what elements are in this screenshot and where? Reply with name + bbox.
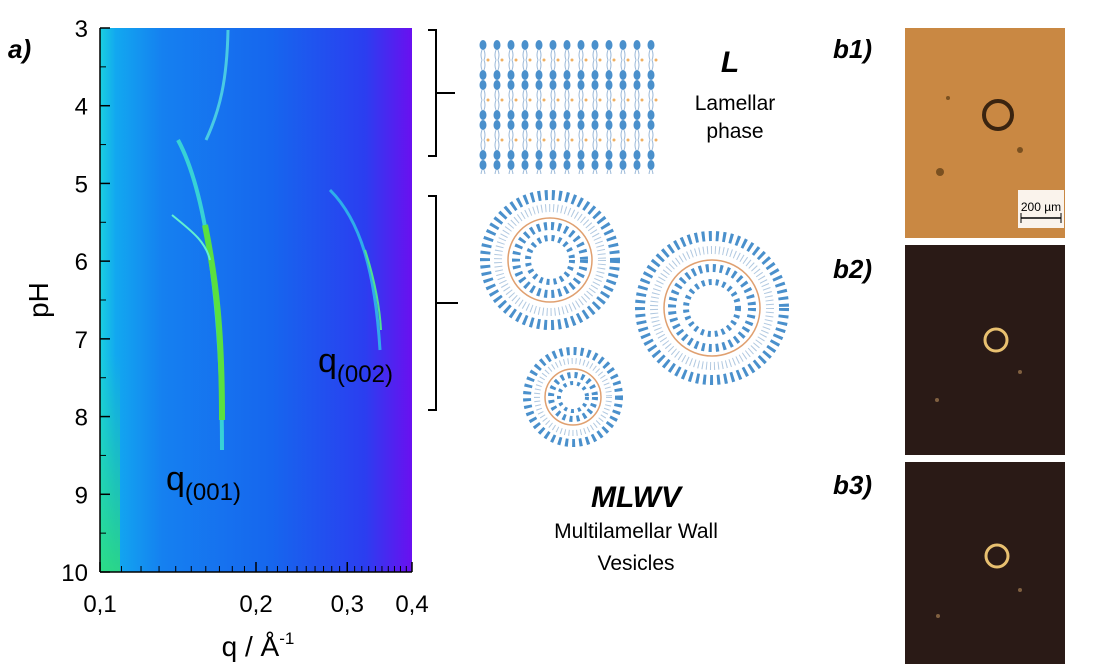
annotation-sub: (002) xyxy=(337,361,393,388)
x-axis-label-main: q / Å xyxy=(222,631,280,662)
vesicle-diagram xyxy=(480,190,789,447)
annotation-text: q xyxy=(318,342,337,380)
y-tick-label: 8 xyxy=(75,405,88,432)
x-tick-label: 0,1 xyxy=(83,591,116,618)
micrograph xyxy=(905,245,1065,455)
y-tick-label: 3 xyxy=(75,16,88,43)
phase-name: MLWV xyxy=(591,481,684,514)
y-axis-label: pH xyxy=(23,282,54,318)
y-tick-label: 4 xyxy=(75,94,88,121)
x-axis-label-sup: -1 xyxy=(279,629,294,648)
phase-description: Vesicles xyxy=(597,552,674,575)
y-tick-label: 7 xyxy=(75,327,88,354)
y-tick-label: 6 xyxy=(75,249,88,276)
micrograph xyxy=(905,462,1065,664)
x-tick-label: 0,2 xyxy=(239,591,272,618)
scale-bar-label: 200 µm xyxy=(1021,200,1061,214)
phase-name: L xyxy=(721,46,739,79)
y-tick-label: 9 xyxy=(75,482,88,509)
panel-label: b3) xyxy=(833,470,872,500)
panel-label: b1) xyxy=(833,34,872,64)
x-axis-label: q / Å-1 xyxy=(222,629,295,662)
phase-description: phase xyxy=(706,120,763,143)
annotation-sub: (001) xyxy=(185,479,241,506)
micrograph: 200 µm xyxy=(905,28,1065,238)
lamellar-diagram xyxy=(478,40,660,174)
x-tick-label: 0,3 xyxy=(331,591,364,618)
annotation: q(001) xyxy=(166,460,241,506)
heatmap xyxy=(100,28,412,572)
phase-description: Multilamellar Wall xyxy=(554,520,718,543)
phase-description: Lamellar xyxy=(695,92,776,115)
annotation-text: q xyxy=(166,460,185,498)
panel-label: a) xyxy=(8,34,31,64)
x-tick-label: 0,4 xyxy=(395,591,428,618)
y-tick-label: 5 xyxy=(75,171,88,198)
y-tick-label: 10 xyxy=(61,560,88,587)
brackets xyxy=(428,29,458,411)
annotation: q(002) xyxy=(318,342,393,388)
panel-label: b2) xyxy=(833,254,872,284)
